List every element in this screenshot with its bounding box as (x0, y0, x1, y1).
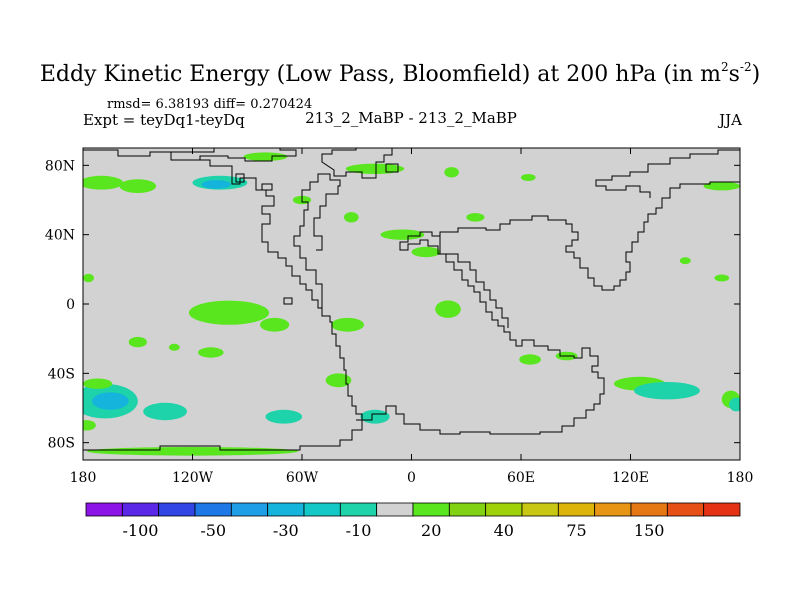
contour-region-n-pac-1 (83, 175, 124, 190)
coastline-sahara-africa-outline (439, 234, 509, 328)
colorbar-swatch (412, 502, 450, 517)
contour-region-n-pac-west (83, 273, 94, 283)
colorbar-swatch (194, 502, 232, 517)
lat-tick-label: 80S (48, 436, 75, 452)
colorbar-swatch (703, 502, 741, 517)
contour-region-s-ocean-2 (265, 409, 303, 424)
contour-region-atl-4 (466, 213, 485, 222)
contour-region-s-pac-1 (198, 347, 224, 358)
title-sup-2: -2 (739, 60, 752, 74)
lat-tick-label: 80N (45, 158, 75, 174)
lon-tick-label: 180 (70, 470, 97, 486)
colorbar-label: 40 (494, 521, 514, 540)
contour-region-arctic-2 (345, 163, 405, 174)
coastline-south-america (318, 307, 363, 421)
contour-region-s-ind-1 (519, 354, 541, 365)
contour-region-africa-1 (435, 300, 461, 318)
colorbar-label: -50 (200, 521, 226, 540)
colorbar-swatch (630, 502, 668, 517)
coastline-island-4 (283, 297, 293, 305)
stats-string: rmsd= 6.38193 diff= 0.270424 (107, 97, 313, 112)
coastline-island-2 (261, 183, 273, 191)
contour-region-russia-1 (521, 174, 536, 181)
colorbar-label: -30 (273, 521, 299, 540)
colorbar: -100 -50 -30 -10 20 40 75 150 (85, 502, 741, 540)
contour-region-s-pac-green-2 (83, 420, 96, 431)
experiment-string: Expt = teyDq1-teyDq (83, 111, 245, 129)
coastline-island-3 (385, 163, 399, 173)
lon-tick-label: 120E (612, 470, 649, 486)
colorbar-label: 150 (634, 521, 665, 540)
coastline-island-1 (235, 173, 245, 183)
coastline-greenland (321, 148, 393, 179)
contour-region-europe-1 (444, 167, 459, 178)
contour-region-atl-2 (344, 212, 359, 223)
colorbar-swatch (121, 502, 160, 517)
colorbar-swatch (376, 502, 414, 517)
title-close: ) (751, 62, 761, 87)
colorbar-swatch (339, 502, 378, 517)
lat-tick-label: 40S (48, 366, 75, 382)
contour-region-s-pac-green (83, 378, 113, 389)
map-background (83, 148, 740, 460)
contour-region-pac-west-1 (714, 274, 730, 282)
contour-fill-layer (83, 152, 740, 456)
contour-region-e-pac-2 (168, 343, 180, 351)
contour-region-trop-pac-2 (260, 317, 290, 332)
title-sup-1: 2 (720, 60, 729, 74)
contour-region-s-atl-1 (325, 373, 352, 388)
colorbar-swatch (448, 502, 487, 517)
coastline-americas (170, 148, 297, 162)
lon-tick-label: 180 (727, 470, 754, 486)
coastline-antarctica (83, 149, 740, 451)
contour-region-med-1 (411, 246, 441, 258)
contour-region-atl-3 (380, 229, 425, 240)
contour-region-s-ind-storm (634, 382, 700, 400)
title-mid: s (728, 62, 740, 87)
colorbar-swatch (230, 502, 269, 517)
title-main: Eddy Kinetic Energy (Low Pass, Bloomfiel… (39, 62, 721, 87)
coastline-layer (83, 148, 740, 451)
colorbar-label: 20 (421, 521, 441, 540)
colorbar-swatch (267, 502, 305, 517)
contour-region-antarctic-green (86, 447, 299, 456)
coastline-north-america (83, 149, 341, 309)
contour-region-n-pac-2 (119, 179, 157, 194)
contour-region-s-ind-storm-2 (729, 397, 740, 412)
lon-tick-label: 60W (286, 470, 319, 486)
colorbar-label: -100 (123, 521, 159, 540)
contour-region-s-ocean-3 (360, 409, 390, 424)
colorbar-swatch (85, 502, 123, 517)
tick-layer: 180 120W 60W 0 60E 120E 180 80N 40N 0 40S 80S (45, 148, 753, 486)
contour-region-n-amer-core (201, 180, 231, 189)
center-string: 213_2_MaBP - 213_2_MaBP (305, 109, 517, 127)
chart-title: Eddy Kinetic Energy (Low Pass, Bloomfiel… (0, 60, 800, 87)
colorbar-label: -10 (346, 521, 372, 540)
contour-region-far-east-1 (703, 181, 740, 191)
lat-tick-label: 0 (66, 297, 75, 313)
contour-region-asia-1 (679, 257, 691, 265)
colorbar-swatch (485, 502, 523, 517)
lon-tick-label: 120W (172, 470, 214, 486)
colorbar-swatch (521, 502, 559, 517)
colorbar-label: 75 (566, 521, 586, 540)
season-string: JJA (719, 111, 742, 129)
contour-region-s-pac-storm-core (92, 392, 129, 410)
contour-region-s-ocean-1 (143, 402, 188, 421)
contour-region-e-pac-1 (128, 336, 147, 348)
lon-tick-label: 0 (407, 470, 416, 486)
lat-tick-label: 40N (45, 228, 75, 244)
colorbar-swatch (666, 502, 705, 517)
colorbar-swatch (594, 502, 632, 517)
colorbar-swatch (557, 502, 596, 517)
contour-region-trop-pac-1 (188, 300, 270, 325)
colorbar-swatch (158, 502, 196, 517)
lon-tick-label: 60E (507, 470, 535, 486)
colorbar-swatch (303, 502, 341, 517)
contour-region-trop-atl-1 (331, 317, 364, 332)
contour-region-arctic-1 (243, 152, 288, 161)
